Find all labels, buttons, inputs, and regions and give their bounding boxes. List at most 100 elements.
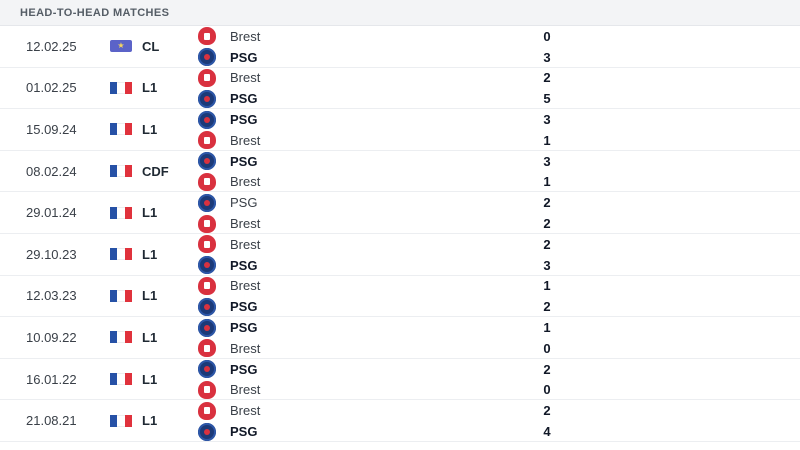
brest-crest-icon — [198, 172, 216, 191]
competition-code: L1 — [142, 121, 158, 137]
brest-crest-icon — [198, 27, 216, 46]
home-score: 2 — [543, 361, 551, 377]
brest-crest-icon — [198, 276, 216, 295]
match-row[interactable]: 01.02.25 L1 Brest 2 PSG 5 — [0, 68, 800, 110]
match-row[interactable]: 08.02.24 CDF PSG 3 Brest 1 — [0, 151, 800, 193]
competition-code: L1 — [142, 329, 158, 345]
home-score: 2 — [543, 195, 551, 211]
away-team-name: PSG — [230, 257, 258, 273]
section-title: HEAD-TO-HEAD MATCHES — [20, 6, 170, 19]
match-date: 21.08.21 — [26, 413, 77, 429]
away-team-name: PSG — [230, 49, 258, 65]
match-list: 12.02.25 ★ CL Brest 0 PSG 3 01.02.25 L1 … — [0, 26, 800, 442]
france-flag-icon — [110, 123, 132, 136]
away-score: 0 — [543, 382, 551, 398]
match-row[interactable]: 15.09.24 L1 PSG 3 Brest 1 — [0, 109, 800, 151]
home-team-name: Brest — [230, 278, 261, 294]
section-header: HEAD-TO-HEAD MATCHES — [0, 0, 800, 26]
away-score: 1 — [543, 174, 551, 190]
home-score: 2 — [543, 70, 551, 86]
match-row[interactable]: 29.10.23 L1 Brest 2 PSG 3 — [0, 234, 800, 276]
away-team-name: Brest — [230, 132, 261, 148]
match-date: 15.09.24 — [26, 121, 77, 137]
home-team-line: PSG 2 — [198, 192, 558, 213]
away-score: 3 — [543, 257, 551, 273]
match-row[interactable]: 12.03.23 L1 Brest 1 PSG 2 — [0, 276, 800, 318]
home-team-line: Brest 0 — [198, 26, 558, 47]
france-flag-icon — [110, 414, 132, 427]
psg-crest-icon — [198, 297, 216, 316]
brest-crest-icon — [198, 339, 216, 358]
home-team-line: Brest 2 — [198, 234, 558, 255]
match-row[interactable]: 16.01.22 L1 PSG 2 Brest 0 — [0, 359, 800, 401]
competition-code: CDF — [142, 163, 169, 179]
match-date: 29.01.24 — [26, 205, 77, 221]
home-team-line: Brest 2 — [198, 68, 558, 89]
psg-crest-icon — [198, 360, 216, 379]
france-flag-icon — [110, 289, 132, 302]
psg-crest-icon — [198, 48, 216, 67]
home-score: 3 — [543, 153, 551, 169]
away-team-line: PSG 3 — [198, 255, 558, 276]
match-date: 01.02.25 — [26, 80, 77, 96]
away-team-line: Brest 1 — [198, 172, 558, 193]
home-team-name: Brest — [230, 236, 261, 252]
match-row[interactable]: 12.02.25 ★ CL Brest 0 PSG 3 — [0, 26, 800, 68]
competition-code: L1 — [142, 413, 158, 429]
home-team-name: PSG — [230, 112, 258, 128]
away-score: 2 — [543, 216, 551, 232]
match-date: 08.02.24 — [26, 163, 77, 179]
home-score: 2 — [543, 403, 551, 419]
away-team-line: Brest 1 — [198, 130, 558, 151]
psg-crest-icon — [198, 193, 216, 212]
away-score: 2 — [543, 299, 551, 315]
psg-crest-icon — [198, 256, 216, 275]
away-team-name: Brest — [230, 174, 261, 190]
home-team-line: PSG 1 — [198, 317, 558, 338]
away-team-line: PSG 3 — [198, 47, 558, 68]
home-score: 0 — [543, 28, 551, 44]
home-team-line: Brest 1 — [198, 276, 558, 297]
away-team-line: PSG 4 — [198, 421, 558, 442]
home-team-line: PSG 3 — [198, 109, 558, 130]
france-flag-icon — [110, 373, 132, 386]
france-flag-icon — [110, 165, 132, 178]
away-score: 4 — [543, 424, 551, 440]
psg-crest-icon — [198, 89, 216, 108]
home-team-line: PSG 3 — [198, 151, 558, 172]
brest-crest-icon — [198, 131, 216, 150]
away-team-name: PSG — [230, 424, 258, 440]
home-team-line: PSG 2 — [198, 359, 558, 380]
away-score: 5 — [543, 91, 551, 107]
away-team-name: PSG — [230, 91, 258, 107]
away-team-line: PSG 2 — [198, 296, 558, 317]
away-team-name: PSG — [230, 299, 258, 315]
home-score: 3 — [543, 112, 551, 128]
psg-crest-icon — [198, 318, 216, 337]
home-team-name: PSG — [230, 320, 258, 336]
psg-crest-icon — [198, 152, 216, 171]
competition-code: L1 — [142, 205, 158, 221]
brest-crest-icon — [198, 380, 216, 399]
home-score: 1 — [543, 320, 551, 336]
home-team-name: Brest — [230, 70, 261, 86]
match-date: 12.03.23 — [26, 288, 77, 304]
match-date: 10.09.22 — [26, 329, 77, 345]
home-team-name: PSG — [230, 361, 258, 377]
champions-league-logo-icon: ★ — [110, 40, 132, 53]
away-team-name: Brest — [230, 340, 261, 356]
away-team-line: Brest 0 — [198, 338, 558, 359]
match-row[interactable]: 29.01.24 L1 PSG 2 Brest 2 — [0, 192, 800, 234]
match-row[interactable]: 10.09.22 L1 PSG 1 Brest 0 — [0, 317, 800, 359]
match-row[interactable]: 21.08.21 L1 Brest 2 PSG 4 — [0, 400, 800, 442]
france-flag-icon — [110, 81, 132, 94]
match-date: 29.10.23 — [26, 246, 77, 262]
home-team-name: PSG — [230, 195, 258, 211]
home-team-name: PSG — [230, 153, 258, 169]
away-team-line: Brest 0 — [198, 380, 558, 401]
home-team-name: Brest — [230, 28, 261, 44]
competition-code: L1 — [142, 80, 158, 96]
away-team-line: PSG 5 — [198, 88, 558, 109]
france-flag-icon — [110, 206, 132, 219]
france-flag-icon — [110, 331, 132, 344]
